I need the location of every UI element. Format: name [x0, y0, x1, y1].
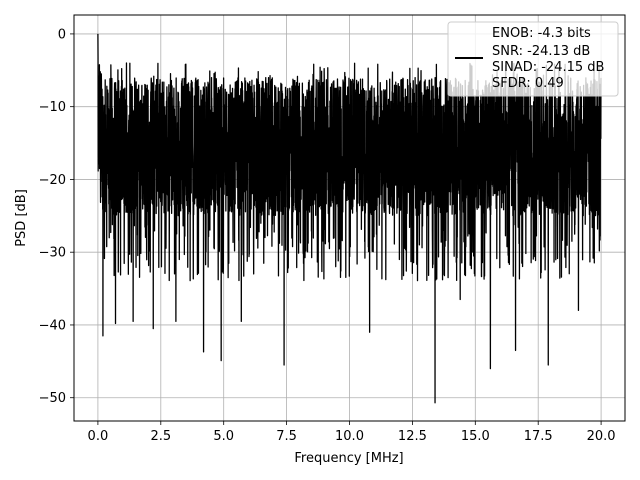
x-tick-label: 15.0 [461, 429, 490, 444]
y-tick-label: −20 [39, 173, 66, 188]
y-axis: 0 −10 −20 −30 −40 −50 [39, 27, 74, 406]
legend-box [447, 21, 619, 97]
y-tick-label: −50 [39, 391, 66, 406]
legend-entry-sinad: SINAD: -24.15 dB [492, 60, 604, 75]
legend-entry-snr: SNR: -24.13 dB [492, 44, 590, 59]
psd-series-line [97, 33, 602, 404]
x-tick-label: 20.0 [587, 429, 616, 444]
x-tick-label: 7.5 [276, 429, 297, 444]
x-tick-label: 0.0 [88, 429, 109, 444]
data-layer [97, 33, 602, 404]
legend-entry-enob: ENOB: -4.3 bits [492, 26, 591, 41]
y-tick-label: −40 [39, 318, 66, 333]
legend-entry-sfdr: SFDR: 0.49 [492, 76, 564, 91]
x-tick-label: 12.5 [398, 429, 427, 444]
x-tick-label: 10.0 [335, 429, 364, 444]
x-axis: 0.0 2.5 5.0 7.5 10.0 12.5 15.0 17.5 20.0 [88, 421, 616, 444]
x-axis-label: Frequency [MHz] [294, 451, 403, 466]
y-tick-label: 0 [58, 27, 66, 42]
x-tick-label: 2.5 [150, 429, 171, 444]
legend: ENOB: -4.3 bits SNR: -24.13 dB SINAD: -2… [447, 21, 619, 97]
y-tick-label: −10 [39, 100, 66, 115]
y-tick-label: −30 [39, 246, 66, 261]
x-tick-label: 5.0 [213, 429, 234, 444]
x-tick-label: 17.5 [524, 429, 553, 444]
y-axis-label: PSD [dB] [14, 189, 29, 247]
